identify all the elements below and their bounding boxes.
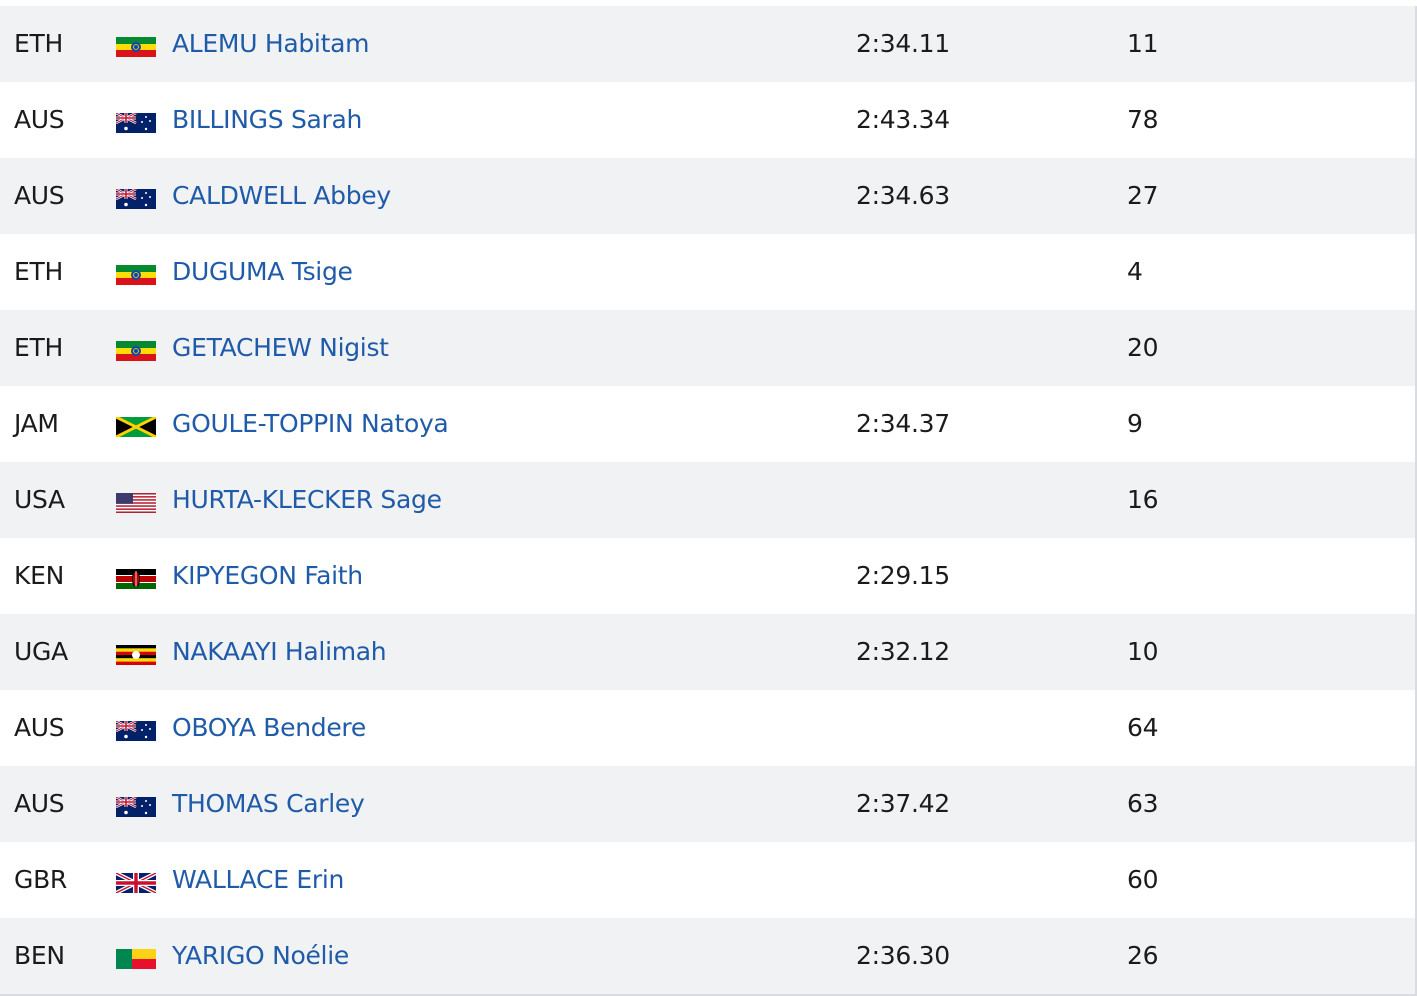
rank: 4	[1127, 257, 1143, 286]
country-code: USA	[14, 485, 65, 514]
result-time: 2:34.37	[856, 409, 950, 438]
table-row: UGA NAKAAYI Halimah 2:32.12 10	[0, 614, 1415, 690]
rank: 64	[1127, 713, 1159, 742]
country-code: ETH	[14, 333, 63, 362]
country-code: UGA	[14, 637, 68, 666]
flag	[116, 113, 156, 133]
flag	[116, 569, 156, 589]
table-row: ETH ALEMU Habitam 2:34.11 11	[0, 6, 1415, 82]
table-row: AUS OBOYA Bendere 64	[0, 690, 1415, 766]
athlete-name[interactable]: DUGUMA Tsige	[172, 257, 353, 286]
result-time: 2:34.11	[856, 29, 950, 58]
athlete-name[interactable]: THOMAS Carley	[172, 789, 365, 818]
rank: 63	[1127, 789, 1159, 818]
flag	[116, 189, 156, 209]
country-code: ETH	[14, 29, 63, 58]
table-row: ETH GETACHEW Nigist 20	[0, 310, 1415, 386]
rank: 27	[1127, 181, 1159, 210]
table-row: AUS BILLINGS Sarah 2:43.34 78	[0, 82, 1415, 158]
result-time: 2:37.42	[856, 789, 950, 818]
result-time: 2:43.34	[856, 105, 950, 134]
rank: 26	[1127, 941, 1159, 970]
athlete-name[interactable]: OBOYA Bendere	[172, 713, 366, 742]
country-code: AUS	[14, 181, 65, 210]
flag	[116, 873, 156, 893]
result-time: 2:34.63	[856, 181, 950, 210]
athlete-name[interactable]: WALLACE Erin	[172, 865, 345, 894]
table-row: ETH DUGUMA Tsige 4	[0, 234, 1415, 310]
table-row: GBR WALLACE Erin 60	[0, 842, 1415, 918]
result-time: 2:29.15	[856, 561, 950, 590]
rank: 20	[1127, 333, 1159, 362]
country-code: ETH	[14, 257, 63, 286]
athlete-name[interactable]: GETACHEW Nigist	[172, 333, 389, 362]
athlete-name[interactable]: BILLINGS Sarah	[172, 105, 363, 134]
athlete-name[interactable]: YARIGO Noélie	[172, 941, 349, 970]
country-code: GBR	[14, 865, 67, 894]
results-table: ETH ALEMU Habitam 2:34.11 11 AUS BILLINGS Sar…	[0, 6, 1417, 996]
country-code: BEN	[14, 941, 65, 970]
flag	[116, 645, 156, 665]
athlete-name[interactable]: GOULE-TOPPIN Natoya	[172, 409, 449, 438]
table-row: KEN KIPYEGON Faith 2:29.15	[0, 538, 1415, 614]
flag	[116, 37, 156, 57]
country-code: AUS	[14, 789, 65, 818]
flag	[116, 721, 156, 741]
athlete-name[interactable]: ALEMU Habitam	[172, 29, 370, 58]
flag	[116, 265, 156, 285]
rank: 10	[1127, 637, 1159, 666]
flag	[116, 493, 156, 513]
table-row: BEN YARIGO Noélie 2:36.30 26	[0, 918, 1415, 994]
table-row: AUS CALDWELL Abbey 2:34.63 27	[0, 158, 1415, 234]
country-code: KEN	[14, 561, 64, 590]
athlete-name[interactable]: NAKAAYI Halimah	[172, 637, 387, 666]
rank: 16	[1127, 485, 1159, 514]
flag	[116, 417, 156, 437]
table-row: JAM GOULE-TOPPIN Natoya 2:34.37 9	[0, 386, 1415, 462]
athlete-name[interactable]: CALDWELL Abbey	[172, 181, 391, 210]
athlete-name[interactable]: KIPYEGON Faith	[172, 561, 363, 590]
rank: 9	[1127, 409, 1143, 438]
result-time: 2:36.30	[856, 941, 950, 970]
table-row: USA HURTA-KLECKER Sage 16	[0, 462, 1415, 538]
result-time: 2:32.12	[856, 637, 950, 666]
flag	[116, 949, 156, 969]
country-code: JAM	[14, 409, 59, 438]
rank: 60	[1127, 865, 1159, 894]
rank: 11	[1127, 29, 1159, 58]
flag	[116, 797, 156, 817]
flag	[116, 341, 156, 361]
table-row: AUS THOMAS Carley 2:37.42 63	[0, 766, 1415, 842]
country-code: AUS	[14, 105, 65, 134]
athlete-name[interactable]: HURTA-KLECKER Sage	[172, 485, 442, 514]
country-code: AUS	[14, 713, 65, 742]
rank: 78	[1127, 105, 1159, 134]
